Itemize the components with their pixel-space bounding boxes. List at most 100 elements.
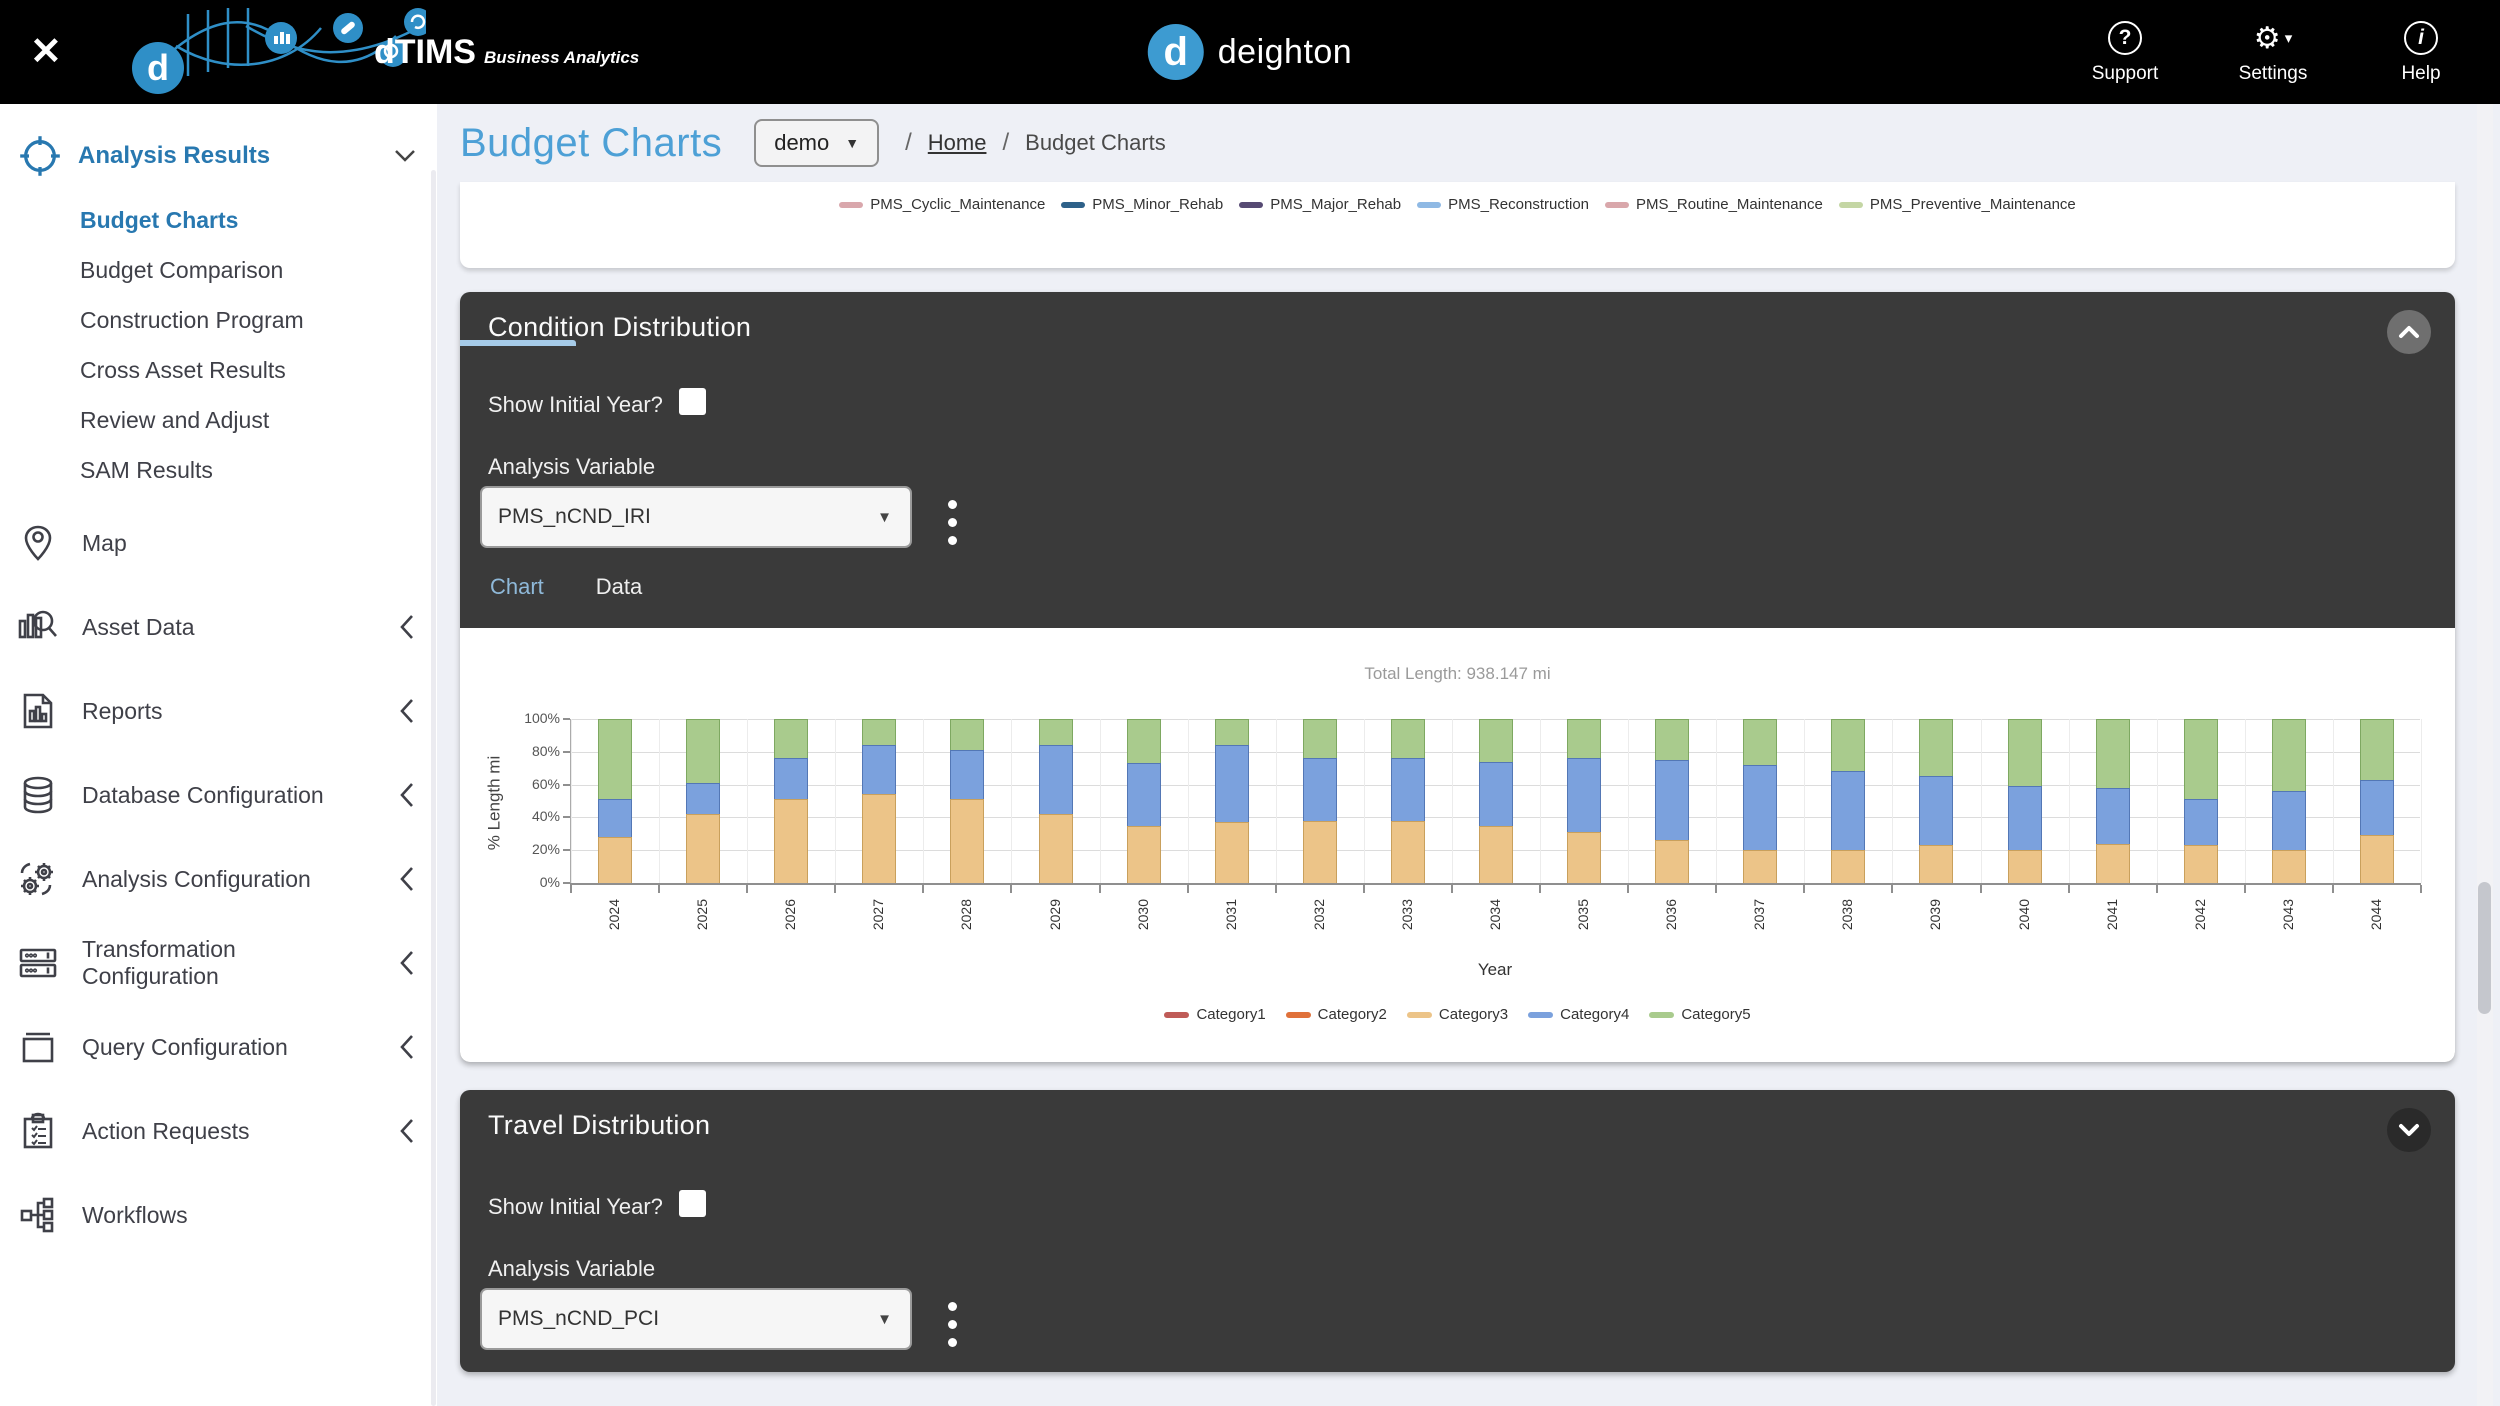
sidebar-item-label: Workflows xyxy=(82,1201,188,1228)
bar-segment-category5 xyxy=(1214,719,1249,746)
bar-segment-category3 xyxy=(2095,843,2130,883)
kebab-menu-button[interactable] xyxy=(942,1302,962,1347)
settings-button[interactable]: ⚙ ▾ Settings xyxy=(2238,21,2308,85)
show-initial-year-checkbox[interactable] xyxy=(679,1190,706,1217)
close-icon[interactable]: ✕ xyxy=(30,31,62,73)
tab-data[interactable]: Data xyxy=(595,574,643,599)
expand-chevron xyxy=(399,865,415,893)
chevron-left-icon xyxy=(400,615,413,639)
scrollbar-track[interactable] xyxy=(2477,104,2493,1406)
analysis-variable-select[interactable]: PMS_nCND_IRI ▼ xyxy=(480,486,912,548)
gridline xyxy=(1540,719,1542,883)
legend-label: PMS_Reconstruction xyxy=(1448,196,1590,213)
expand-chevron xyxy=(399,613,415,641)
gridline xyxy=(1892,719,1894,883)
sidebar-item-sam-results[interactable]: SAM Results xyxy=(80,457,213,483)
gridline xyxy=(1363,719,1365,883)
page-title: Budget Charts xyxy=(460,120,723,165)
legend-label: PMS_Cyclic_Maintenance xyxy=(870,196,1046,213)
gridline xyxy=(1011,719,1013,883)
collapse-panel-button[interactable] xyxy=(2387,310,2431,354)
x-tick-label: 2038 xyxy=(1839,899,1856,931)
top-bar: ✕ d xyxy=(0,0,2500,104)
bar-segment-category4 xyxy=(950,750,985,800)
sidebar-item-workflows[interactable]: Workflows xyxy=(0,1173,437,1257)
sidebar-item-budget-charts[interactable]: Budget Charts xyxy=(80,207,239,233)
sidebar-item-action-requests[interactable]: Action Requests xyxy=(0,1089,437,1173)
chart-total-length: Total Length: 938.147 mi xyxy=(1364,664,1551,683)
x-tick-label: 2039 xyxy=(1927,899,1944,931)
sidebar-item-construction-program[interactable]: Construction Program xyxy=(80,307,304,333)
bar-segment-category4 xyxy=(2007,786,2042,851)
sidebar-item-label: Analysis Configuration xyxy=(82,865,311,892)
legend-item: PMS_Major_Rehab xyxy=(1239,196,1401,213)
sidebar-item-asset-data[interactable]: Asset Data xyxy=(0,585,437,669)
x-tick-mark xyxy=(834,885,837,893)
gridline xyxy=(1099,719,1101,883)
expand-chevron xyxy=(399,697,415,725)
sidebar-item-budget-comparison[interactable]: Budget Comparison xyxy=(80,257,284,283)
deighton-d-icon: d xyxy=(1147,24,1204,80)
x-tick-label: 2026 xyxy=(782,899,799,931)
sidebar-item-query-configuration[interactable]: Query Configuration xyxy=(0,1005,437,1089)
legend-swatch xyxy=(1285,1011,1311,1018)
bar-segment-category3 xyxy=(2271,850,2306,883)
x-tick-mark xyxy=(746,885,749,893)
x-tick-mark xyxy=(1715,885,1718,893)
analysis-variable-select[interactable]: PMS_nCND_PCI ▼ xyxy=(480,1288,912,1350)
scrollbar-thumb[interactable] xyxy=(2478,882,2491,1014)
breadcrumb-home-link[interactable]: Home xyxy=(927,130,987,155)
sidebar-item-review-and-adjust[interactable]: Review and Adjust xyxy=(80,407,270,433)
bar-segment-category5 xyxy=(1831,719,1866,772)
legend-label: Category3 xyxy=(1438,1006,1509,1023)
sidebar-section-analysis-results[interactable]: Analysis Results xyxy=(0,104,437,184)
tab-chart[interactable]: Chart xyxy=(490,574,544,599)
y-tick-label: 0% xyxy=(539,874,560,890)
sidebar-item-database-configuration[interactable]: Database Configuration xyxy=(0,753,437,837)
bar-segment-category4 xyxy=(1214,745,1249,823)
bar-segment-category5 xyxy=(862,719,897,746)
chevron-down-icon xyxy=(395,150,415,162)
y-tick-label: 60% xyxy=(531,775,560,792)
bar-segment-category4 xyxy=(2359,779,2394,836)
support-button[interactable]: ? Support xyxy=(2080,19,2170,85)
x-tick-mark xyxy=(1362,885,1365,893)
gridline xyxy=(659,719,661,883)
sidebar-item-analysis-configuration[interactable]: Analysis Configuration xyxy=(0,837,437,921)
sidebar-item-cross-asset-results[interactable]: Cross Asset Results xyxy=(80,357,286,383)
gridline xyxy=(1187,719,1189,883)
legend-item: PMS_Cyclic_Maintenance xyxy=(839,196,1045,213)
category-legend: Category1 Category2 Category3 Category4 Cate… xyxy=(460,1006,2455,1023)
svg-text:d: d xyxy=(147,47,169,88)
y-tick-mark xyxy=(563,882,570,884)
question-circle-icon: ? xyxy=(2108,21,2142,55)
expand-panel-button[interactable] xyxy=(2387,1108,2431,1152)
x-tick-mark xyxy=(2155,885,2158,893)
sidebar-scrollbar[interactable] xyxy=(431,170,436,1406)
gridline xyxy=(2156,719,2158,883)
main-content: Budget Charts demo ▼ / Home / Budget Char… xyxy=(437,104,2500,1406)
sidebar-item-transformation-configuration[interactable]: Transformation Configuration xyxy=(0,921,437,1005)
sidebar-item-map[interactable]: Map xyxy=(0,501,437,585)
x-tick-label: 2043 xyxy=(2279,899,2296,931)
chevron-left-icon xyxy=(400,867,413,891)
kebab-menu-button[interactable] xyxy=(942,500,962,545)
clipboard-icon xyxy=(16,1109,60,1153)
x-tick-mark xyxy=(1803,885,1806,893)
x-tick-mark xyxy=(1186,885,1189,893)
sidebar-item-reports[interactable]: Reports xyxy=(0,669,437,753)
expand-chevron xyxy=(399,1117,415,1145)
x-tick-label: 2031 xyxy=(1222,899,1239,931)
scenario-select[interactable]: demo ▼ xyxy=(754,119,880,167)
legend-swatch xyxy=(1605,201,1630,208)
bar-segment-category5 xyxy=(2007,719,2042,787)
x-tick-mark xyxy=(1450,885,1453,893)
bar-segment-category4 xyxy=(1390,758,1425,821)
help-button[interactable]: i Help xyxy=(2376,19,2466,85)
deighton-wordmark: deighton xyxy=(1217,32,1353,71)
bar-segment-category4 xyxy=(598,799,633,838)
sidebar-item-label: Action Requests xyxy=(82,1117,250,1144)
x-tick-mark xyxy=(1891,885,1894,893)
show-initial-year-checkbox[interactable] xyxy=(679,388,706,415)
